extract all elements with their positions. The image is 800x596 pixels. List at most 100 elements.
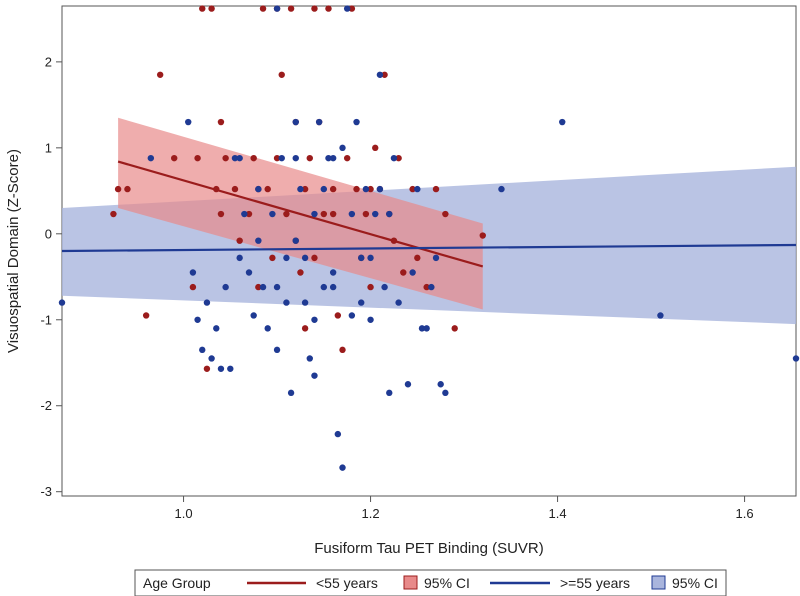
- fit-lines: [61, 160, 797, 268]
- point-55-plus-39: [358, 254, 365, 262]
- point-55-plus-56: [442, 389, 449, 397]
- point-55-plus-22: [278, 154, 285, 162]
- point-55-plus-77: [255, 237, 262, 244]
- point-under-55-19: [255, 283, 262, 291]
- point-under-55-55: [442, 210, 449, 218]
- point-under-55-33: [320, 210, 328, 218]
- point-55-plus-40: [362, 185, 370, 193]
- point-under-55-64: [311, 254, 318, 262]
- point-55-plus-29: [311, 372, 318, 379]
- point-under-55-13: [222, 154, 229, 162]
- point-under-55-37: [339, 346, 346, 354]
- point-under-55-53: [423, 283, 430, 291]
- point-under-55-57: [479, 232, 486, 239]
- point-under-55-3: [142, 312, 150, 319]
- point-55-plus-76: [236, 154, 243, 162]
- point-under-55-18: [250, 154, 257, 162]
- y-tick-label-3: 0: [45, 226, 52, 241]
- point-55-plus-55: [437, 381, 444, 388]
- point-55-plus-9: [217, 365, 225, 372]
- point-under-55-30: [306, 154, 313, 162]
- y-tick-label-5: 2: [45, 54, 52, 69]
- y-tick-label-1: -2: [40, 398, 52, 413]
- point-under-55-21: [264, 185, 271, 193]
- point-55-plus-33: [329, 269, 337, 276]
- point-55-plus-53: [428, 283, 435, 291]
- point-under-55-20: [259, 5, 267, 12]
- point-55-plus-78: [273, 283, 281, 291]
- point-55-plus-45: [386, 389, 393, 397]
- legend-label-ci-55-plus: 95% CI: [672, 575, 718, 591]
- point-under-55-42: [362, 210, 370, 218]
- point-under-55-9: [203, 365, 211, 372]
- legend-label-ci-under-55: 95% CI: [424, 575, 470, 591]
- point-55-plus-36: [343, 5, 351, 12]
- point-55-plus-73: [311, 316, 318, 323]
- point-55-plus-5: [199, 346, 206, 354]
- legend-box: [134, 569, 727, 596]
- point-under-55-62: [329, 210, 337, 218]
- point-under-55-26: [287, 5, 295, 12]
- point-under-55-25: [283, 210, 290, 218]
- point-under-55-15: [231, 185, 239, 193]
- point-55-plus-27: [301, 254, 309, 262]
- x-axis: 1.0 1.2 1.4 1.6: [175, 496, 754, 521]
- point-55-plus-49: [409, 269, 416, 276]
- point-under-55-63: [367, 185, 374, 193]
- point-under-55-56: [451, 325, 458, 332]
- point-55-plus-31: [320, 283, 328, 291]
- point-55-plus-19: [264, 325, 271, 332]
- point-55-plus-58: [559, 118, 566, 126]
- point-under-55-6: [189, 283, 197, 291]
- point-55-plus-47: [395, 299, 402, 306]
- point-under-55-49: [395, 154, 402, 162]
- point-55-plus-43: [376, 71, 384, 78]
- point-under-55-14: [217, 210, 225, 218]
- point-55-plus-48: [404, 381, 412, 388]
- point-under-55-44: [372, 144, 379, 152]
- point-55-plus-72: [292, 154, 299, 162]
- data-points: [58, 5, 800, 471]
- point-55-plus-37: [348, 312, 356, 319]
- point-55-plus-26: [297, 185, 304, 193]
- fit-line-55-plus: [61, 243, 797, 253]
- y-tick-label-2: -1: [40, 312, 52, 327]
- point-under-55-59: [301, 325, 309, 332]
- point-55-plus-35: [339, 464, 346, 471]
- point-under-55-46: [381, 71, 388, 78]
- point-55-plus-46: [390, 154, 398, 162]
- point-55-plus-71: [376, 185, 384, 193]
- point-under-55-5: [171, 154, 178, 162]
- point-55-plus-32: [325, 154, 332, 162]
- point-55-plus-4: [194, 316, 201, 323]
- legend: Age Group <55 years 95% CI >=55 years 95…: [134, 569, 727, 596]
- point-under-55-17: [245, 210, 253, 218]
- point-55-plus-7: [208, 355, 215, 362]
- point-55-plus-60: [792, 355, 800, 362]
- x-tick-label-0: 1.0: [175, 506, 193, 521]
- point-under-55-50: [400, 269, 407, 276]
- point-55-plus-13: [236, 254, 243, 262]
- point-under-55-28: [297, 269, 304, 276]
- point-55-plus-64: [329, 283, 337, 291]
- x-tick-label-2: 1.4: [549, 506, 567, 521]
- point-under-55-54: [432, 185, 440, 193]
- point-under-55-1: [114, 185, 122, 193]
- point-55-plus-20: [269, 210, 276, 218]
- point-under-55-38: [343, 154, 351, 162]
- point-55-plus-61: [273, 5, 281, 12]
- point-55-plus-10: [222, 283, 229, 291]
- legend-label-under-55: <55 years: [316, 575, 378, 591]
- point-55-plus-34: [334, 430, 342, 438]
- point-under-55-24: [278, 71, 285, 78]
- point-55-plus-0: [58, 299, 66, 306]
- point-under-55-11: [213, 185, 220, 193]
- point-under-55-7: [194, 154, 201, 162]
- point-55-plus-74: [329, 154, 337, 162]
- y-axis-title: Visuospatial Domain (Z-Score): [5, 149, 22, 353]
- point-under-55-48: [390, 237, 398, 244]
- legend-label-55-plus: >=55 years: [560, 575, 630, 591]
- legend-swatch-ci-55-plus: [651, 575, 666, 590]
- y-tick-label-0: -3: [40, 484, 52, 499]
